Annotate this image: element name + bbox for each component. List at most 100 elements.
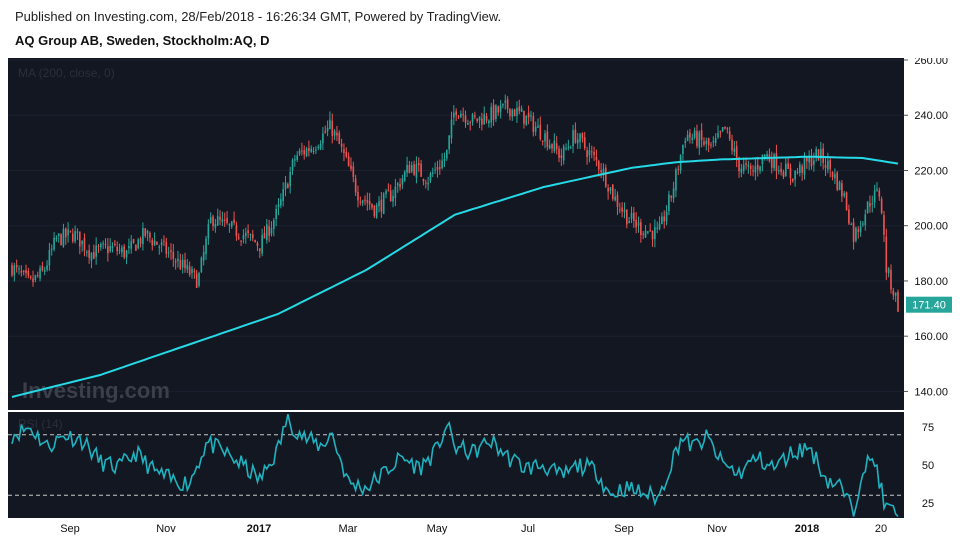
- candle-body: [277, 204, 280, 208]
- candle-body: [268, 226, 270, 236]
- candle-body: [317, 146, 320, 148]
- candle-body: [497, 106, 500, 113]
- candle-body: [574, 129, 577, 143]
- candle-body: [700, 130, 703, 141]
- candle-body: [864, 214, 867, 226]
- candle-body: [455, 111, 457, 116]
- x-tick-label: Nov: [707, 523, 727, 535]
- candle-body: [90, 253, 93, 261]
- rsi-pane[interactable]: [8, 412, 904, 518]
- candle-body: [221, 219, 224, 222]
- candle-body: [506, 99, 509, 109]
- candle-body: [60, 234, 62, 246]
- candle-body: [728, 131, 731, 139]
- candle-body: [88, 250, 90, 258]
- candle-body: [894, 292, 897, 296]
- candle-body: [560, 155, 563, 158]
- candle-body: [415, 163, 418, 178]
- candle-body: [209, 217, 212, 223]
- candle-body: [247, 230, 249, 234]
- candle-body: [787, 163, 789, 169]
- candle-body: [551, 143, 553, 149]
- candle-body: [417, 162, 420, 165]
- candle-body: [866, 201, 869, 213]
- candle-body: [834, 174, 836, 179]
- candle-body: [850, 223, 853, 225]
- candle-body: [504, 100, 507, 103]
- candle-body: [142, 227, 144, 245]
- candle-body: [749, 166, 752, 170]
- candle-body: [319, 143, 322, 149]
- candle-body: [237, 237, 240, 239]
- candle-body: [366, 199, 369, 203]
- candle-body: [251, 234, 254, 239]
- candle-body: [724, 126, 726, 129]
- candle-body: [123, 246, 126, 258]
- candle-body: [682, 145, 684, 154]
- candle-body: [153, 240, 156, 246]
- candle-body: [184, 259, 186, 269]
- candle-body: [350, 165, 352, 169]
- candle-body: [174, 261, 177, 263]
- candle-body: [62, 229, 65, 247]
- candle-body: [546, 131, 549, 147]
- candle-body: [326, 127, 329, 132]
- candle-body: [107, 246, 109, 254]
- candle-body: [240, 240, 242, 242]
- candle-body: [324, 131, 327, 133]
- candle-body: [689, 132, 691, 138]
- candle-body: [57, 233, 60, 236]
- candle-body: [216, 216, 219, 226]
- candle-body: [167, 252, 170, 254]
- candle-body: [848, 209, 850, 224]
- candle-body: [403, 171, 406, 181]
- candle-body: [532, 116, 535, 133]
- candle-body: [312, 150, 315, 152]
- candle-body: [39, 268, 41, 279]
- candle-body: [443, 159, 446, 161]
- candle-body: [15, 265, 18, 268]
- candle-body: [441, 160, 443, 169]
- candle-body: [410, 165, 413, 172]
- price-chart[interactable]: Investing.com 260.00 240.00 220.00 200.00 18…: [8, 55, 952, 538]
- candle-body: [705, 140, 708, 144]
- candle-body: [413, 164, 415, 175]
- price-tick-label: 180.00: [914, 276, 948, 288]
- candle-body: [188, 266, 191, 275]
- candle-body: [656, 227, 659, 229]
- candle-body: [623, 209, 626, 213]
- candle-body: [759, 166, 761, 171]
- candle-body: [102, 243, 104, 245]
- candle-body: [474, 115, 476, 117]
- candle-body: [621, 207, 623, 212]
- candle-body: [389, 190, 392, 202]
- candle-body: [562, 146, 565, 161]
- candle-body: [438, 167, 441, 169]
- candle-body: [548, 144, 551, 149]
- candle-body: [897, 291, 899, 312]
- candle-body: [873, 190, 876, 203]
- candle-body: [527, 112, 530, 118]
- candle-body: [572, 130, 574, 147]
- candle-body: [219, 216, 221, 220]
- candle-body: [735, 146, 738, 161]
- candle-body: [876, 189, 878, 191]
- candle-body: [462, 114, 464, 116]
- x-tick-label: 2017: [247, 523, 271, 535]
- candle-body: [651, 230, 654, 240]
- chart-frame[interactable]: Investing.com 260.00 240.00 220.00 200.00 18…: [8, 55, 952, 538]
- candle-body: [29, 276, 32, 278]
- candle-body: [801, 166, 803, 173]
- candle-body: [710, 144, 712, 146]
- candle-body: [806, 156, 808, 162]
- candle-body: [747, 164, 750, 167]
- candle-body: [483, 114, 486, 125]
- candle-body: [375, 205, 378, 218]
- candle-body: [714, 138, 717, 143]
- candle-body: [331, 120, 334, 136]
- candle-body: [139, 238, 142, 244]
- candle-body: [408, 165, 411, 174]
- candle-body: [841, 183, 843, 197]
- candle-body: [18, 268, 20, 270]
- candle-body: [198, 273, 200, 286]
